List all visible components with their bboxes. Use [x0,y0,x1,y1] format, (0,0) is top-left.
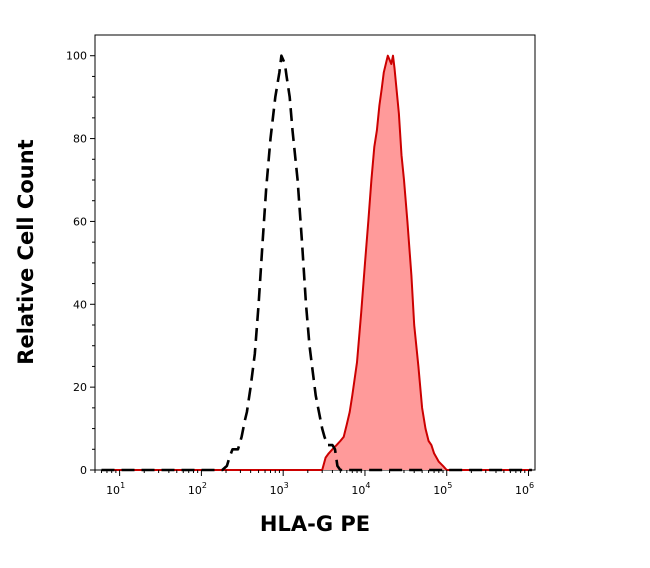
x-tick-label: 102 [188,481,207,497]
x-tick-label: 103 [270,481,289,497]
y-tick-label: 0 [80,464,87,477]
series-layer [101,54,532,472]
x-axis-title: HLA-G PE [260,512,370,536]
plot-frame [94,34,536,471]
plot-border [94,34,536,471]
x-tick-label: 105 [433,481,452,497]
axis-ticks: 101 102 103 104 105 106 0 20 40 60 80 100 [66,50,534,497]
y-tick-label: 20 [73,381,87,394]
sample-histogram-line [101,54,532,471]
sample-histogram-fill [101,55,532,470]
x-tick-label: 104 [351,481,370,497]
x-tick-label: 106 [515,481,534,497]
y-tick-label: 40 [73,298,87,311]
y-tick-label: 80 [73,133,87,146]
y-tick-label: 60 [73,215,87,228]
y-axis-title: Relative Cell Count [14,139,38,364]
y-tick-label: 100 [66,50,87,63]
x-tick-label: 101 [106,481,125,497]
control-histogram-line [101,54,532,472]
